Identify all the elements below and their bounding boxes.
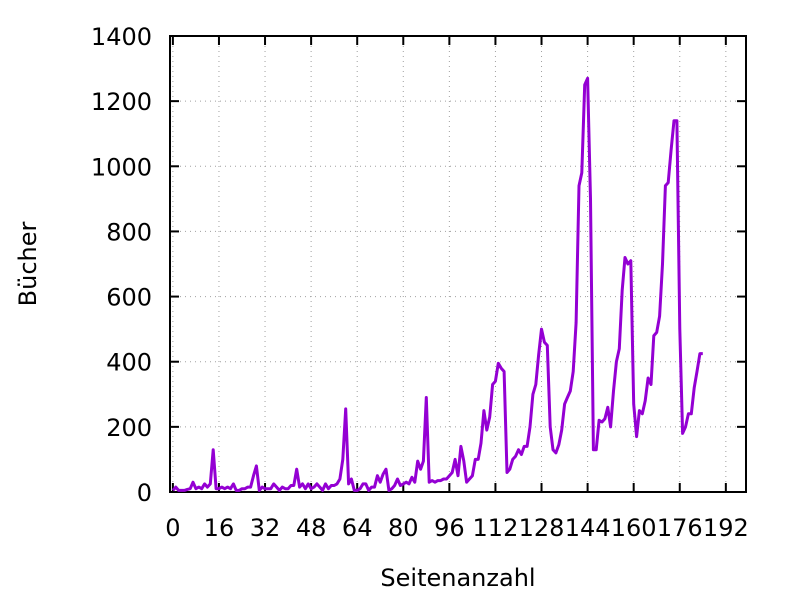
x-tick-label: 96 <box>434 514 465 542</box>
x-tick-label: 32 <box>250 514 281 542</box>
y-tick-label: 800 <box>106 218 152 246</box>
tick-labels: 0 200 400 600 800 1000 1200 1400 0 16 32 48 64 80 96 11… <box>91 23 749 542</box>
y-axis-label: Bücher <box>14 222 42 307</box>
x-tick-label: 128 <box>519 514 565 542</box>
y-tick-label: 0 <box>137 479 152 507</box>
series-line-buecher <box>171 76 703 492</box>
y-tick-label: 1000 <box>91 153 152 181</box>
y-tick-label: 600 <box>106 284 152 312</box>
y-tick-label: 200 <box>106 414 152 442</box>
x-tick-label: 112 <box>473 514 519 542</box>
grid-lines <box>170 36 746 492</box>
plot-frame <box>169 35 747 493</box>
axis-ticks <box>170 35 746 493</box>
x-tick-label: 80 <box>388 514 419 542</box>
x-tick-label: 48 <box>296 514 327 542</box>
x-tick-label: 160 <box>611 514 657 542</box>
x-tick-label: 0 <box>165 514 180 542</box>
x-tick-label: 144 <box>565 514 611 542</box>
y-tick-label: 400 <box>106 349 152 377</box>
x-axis-label: Seitenanzahl <box>380 564 535 592</box>
x-tick-label: 176 <box>657 514 703 542</box>
x-tick-label: 64 <box>342 514 373 542</box>
x-tick-label: 16 <box>204 514 235 542</box>
y-tick-label: 1400 <box>91 23 152 51</box>
y-tick-label: 1200 <box>91 88 152 116</box>
x-tick-label: 192 <box>703 514 749 542</box>
